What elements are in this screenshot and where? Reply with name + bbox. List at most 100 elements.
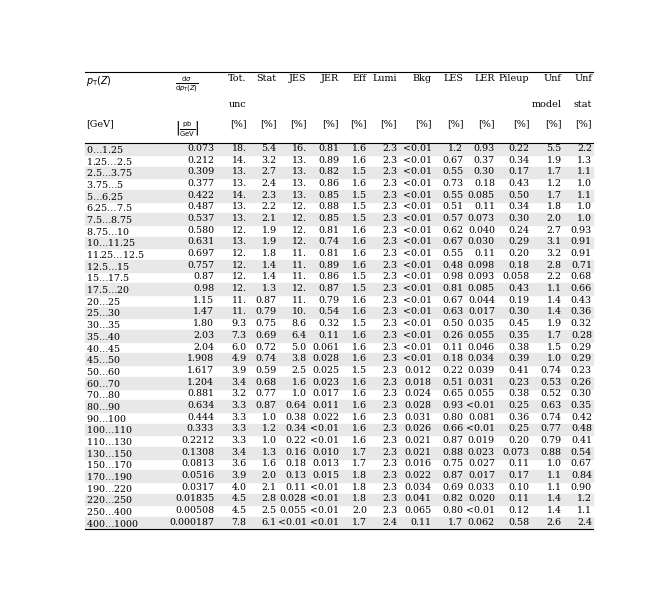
Text: 0.0516: 0.0516 (181, 471, 214, 480)
Text: 0.87: 0.87 (442, 471, 463, 480)
Text: 11.: 11. (292, 261, 307, 270)
Text: 7.3: 7.3 (232, 331, 247, 340)
Text: <0.01: <0.01 (403, 156, 432, 165)
Text: 0.93: 0.93 (474, 144, 495, 153)
Text: 0.035: 0.035 (468, 319, 495, 328)
Text: 0.016: 0.016 (405, 459, 432, 468)
Text: 250$\ldots$400: 250$\ldots$400 (86, 506, 133, 517)
Text: 0.52: 0.52 (541, 389, 562, 398)
Text: 0.017: 0.017 (312, 389, 339, 398)
Text: 0.88: 0.88 (541, 447, 562, 456)
Text: 1.6: 1.6 (352, 156, 367, 165)
Text: [%]: [%] (323, 120, 339, 129)
Text: 1.4: 1.4 (547, 494, 562, 503)
Text: 0.55: 0.55 (442, 249, 463, 258)
Text: 0.93: 0.93 (442, 401, 463, 410)
Text: 2.3: 2.3 (382, 179, 397, 188)
Text: 2.6: 2.6 (546, 518, 562, 527)
Text: 1.6: 1.6 (352, 389, 367, 398)
Text: 17.5$\ldots$20: 17.5$\ldots$20 (86, 284, 130, 295)
Text: 0.11: 0.11 (508, 494, 529, 503)
Text: <0.01: <0.01 (403, 214, 432, 223)
Text: 3.3: 3.3 (231, 424, 247, 433)
Bar (85, 424, 593, 435)
Text: 0.309: 0.309 (187, 167, 214, 176)
Text: 1.1: 1.1 (547, 483, 562, 491)
Text: [GeV]: [GeV] (86, 120, 114, 129)
Text: 2.3: 2.3 (382, 156, 397, 165)
Text: 2.3: 2.3 (382, 354, 397, 363)
Text: 2.0: 2.0 (261, 471, 277, 480)
Text: Stat: Stat (257, 74, 277, 83)
Text: 0.80: 0.80 (442, 412, 463, 422)
Text: 0.034: 0.034 (405, 483, 432, 491)
Text: 1.5: 1.5 (352, 167, 367, 176)
Text: 2.5: 2.5 (292, 366, 307, 375)
Text: 1.6: 1.6 (352, 144, 367, 153)
Text: 1.25$\ldots$2.5: 1.25$\ldots$2.5 (86, 156, 133, 167)
Text: [%]: [%] (380, 120, 397, 129)
Text: 5.4: 5.4 (261, 144, 277, 153)
Text: 0.634: 0.634 (187, 401, 214, 410)
Text: 0.11: 0.11 (411, 518, 432, 527)
Bar (85, 447, 593, 459)
Text: [%]: [%] (260, 120, 277, 129)
Text: <0.01: <0.01 (403, 331, 432, 340)
Text: 2.3: 2.3 (382, 378, 397, 387)
Text: 14.: 14. (232, 156, 247, 165)
Text: 1.7: 1.7 (547, 167, 562, 176)
Text: 0.17: 0.17 (508, 167, 529, 176)
Text: 0.025: 0.025 (312, 366, 339, 375)
Bar (85, 377, 593, 389)
Text: 0.84: 0.84 (571, 471, 592, 480)
Text: $\left|\frac{\mathrm{pb}}{\mathrm{GeV}}\right|$: $\left|\frac{\mathrm{pb}}{\mathrm{GeV}}\… (175, 120, 199, 139)
Text: 0.93: 0.93 (571, 226, 592, 235)
Text: 1.5: 1.5 (352, 191, 367, 200)
Text: 0.19: 0.19 (508, 296, 529, 305)
Text: 0.073: 0.073 (187, 144, 214, 153)
Text: 0.085: 0.085 (468, 284, 495, 293)
Text: <0.01: <0.01 (403, 319, 432, 328)
Text: 1.7: 1.7 (352, 447, 367, 456)
Text: 2.3: 2.3 (382, 343, 397, 352)
Text: 0.055: 0.055 (468, 331, 495, 340)
Text: 130$\ldots$150: 130$\ldots$150 (86, 447, 133, 459)
Text: <0.01: <0.01 (403, 226, 432, 235)
Text: 12.: 12. (232, 273, 247, 281)
Text: 0.058: 0.058 (502, 273, 529, 281)
Text: 0.537: 0.537 (187, 214, 214, 223)
Text: <0.01: <0.01 (403, 202, 432, 211)
Text: Lumi: Lumi (372, 74, 397, 83)
Text: 12.: 12. (232, 284, 247, 293)
Text: 2.3: 2.3 (382, 261, 397, 270)
Text: Tot.: Tot. (228, 74, 247, 83)
Text: 2.3: 2.3 (382, 226, 397, 235)
Text: 1.2: 1.2 (448, 144, 463, 153)
Text: 0.64: 0.64 (286, 401, 307, 410)
Text: 0.53: 0.53 (541, 378, 562, 387)
Text: 0.69: 0.69 (442, 483, 463, 491)
Text: 1.0: 1.0 (577, 179, 592, 188)
Text: 3.2: 3.2 (546, 249, 562, 258)
Text: 1.6: 1.6 (352, 436, 367, 445)
Text: 150$\ldots$170: 150$\ldots$170 (86, 459, 133, 470)
Text: 3.4: 3.4 (232, 378, 247, 387)
Text: 2.3: 2.3 (382, 249, 397, 258)
Text: 0.82: 0.82 (442, 494, 463, 503)
Text: 1.8: 1.8 (352, 494, 367, 503)
Text: 3.3: 3.3 (231, 412, 247, 422)
Text: 1.7: 1.7 (352, 459, 367, 468)
Text: 1.8: 1.8 (352, 483, 367, 491)
Text: 0.212: 0.212 (187, 156, 214, 165)
Text: $\frac{\mathrm{d}\sigma}{\mathrm{d}p_{\mathrm{T}}(Z)}$: $\frac{\mathrm{d}\sigma}{\mathrm{d}p_{\m… (176, 74, 199, 94)
Bar (85, 400, 593, 412)
Text: 1.5: 1.5 (352, 202, 367, 211)
Text: 13.: 13. (292, 191, 307, 200)
Text: 0.073: 0.073 (502, 447, 529, 456)
Text: 2.0: 2.0 (352, 506, 367, 515)
Bar (85, 214, 593, 225)
Text: 6.4: 6.4 (292, 331, 307, 340)
Text: 2.04: 2.04 (193, 343, 214, 352)
Text: 3.8: 3.8 (292, 354, 307, 363)
Text: 0.67: 0.67 (442, 156, 463, 165)
